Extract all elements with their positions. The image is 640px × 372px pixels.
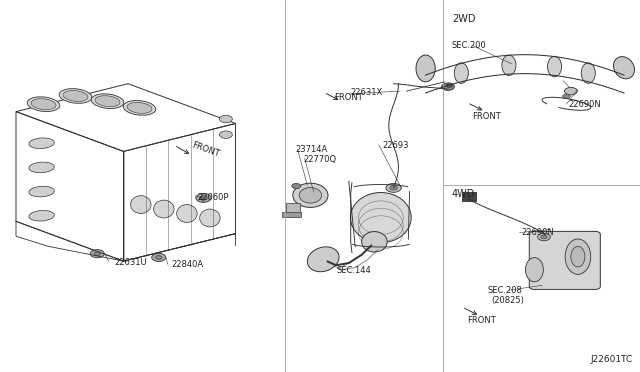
Ellipse shape <box>63 90 88 102</box>
Text: (20825): (20825) <box>492 296 524 305</box>
Text: J22601TC: J22601TC <box>590 355 632 364</box>
Ellipse shape <box>92 94 124 109</box>
Circle shape <box>292 183 301 189</box>
Bar <box>286 203 300 214</box>
Circle shape <box>386 183 401 192</box>
Circle shape <box>220 131 232 138</box>
FancyBboxPatch shape <box>529 231 600 289</box>
Text: FRONT: FRONT <box>334 93 363 102</box>
Ellipse shape <box>454 63 468 83</box>
Circle shape <box>390 186 397 190</box>
Circle shape <box>200 196 207 200</box>
Ellipse shape <box>29 186 54 197</box>
Ellipse shape <box>29 162 54 173</box>
Text: FRONT: FRONT <box>467 316 496 325</box>
Circle shape <box>196 193 211 202</box>
Text: 22690N: 22690N <box>568 100 601 109</box>
Ellipse shape <box>31 99 56 110</box>
Bar <box>282 212 301 217</box>
Circle shape <box>94 252 100 256</box>
Ellipse shape <box>362 231 387 252</box>
Text: SEC.208: SEC.208 <box>488 286 522 295</box>
Ellipse shape <box>292 183 328 207</box>
Ellipse shape <box>154 200 174 218</box>
Text: 22631X: 22631X <box>351 88 383 97</box>
Ellipse shape <box>124 100 156 115</box>
Ellipse shape <box>28 97 60 112</box>
Text: 22693: 22693 <box>383 141 409 150</box>
Ellipse shape <box>502 55 516 76</box>
Ellipse shape <box>581 63 595 83</box>
Ellipse shape <box>127 102 152 113</box>
Ellipse shape <box>565 239 591 275</box>
Text: 22770Q: 22770Q <box>303 155 337 164</box>
Ellipse shape <box>131 196 151 214</box>
Ellipse shape <box>95 96 120 107</box>
Ellipse shape <box>548 57 562 77</box>
Text: 22840A: 22840A <box>172 260 204 269</box>
Circle shape <box>564 87 577 95</box>
Text: 2WD: 2WD <box>452 15 476 24</box>
Circle shape <box>538 233 550 241</box>
Circle shape <box>90 250 104 258</box>
Bar <box>462 192 476 201</box>
Circle shape <box>446 84 452 87</box>
Ellipse shape <box>571 246 585 267</box>
Ellipse shape <box>29 138 54 148</box>
Ellipse shape <box>200 209 220 227</box>
Ellipse shape <box>351 192 411 243</box>
Text: SEC.200: SEC.200 <box>452 41 486 50</box>
Text: 22690N: 22690N <box>522 228 554 237</box>
Ellipse shape <box>60 89 92 103</box>
Text: 23714A: 23714A <box>296 145 328 154</box>
Ellipse shape <box>29 211 54 221</box>
Text: 22631U: 22631U <box>114 258 147 267</box>
Text: FRONT: FRONT <box>191 140 221 159</box>
Circle shape <box>156 256 162 259</box>
Circle shape <box>152 253 166 262</box>
Text: 22060P: 22060P <box>197 193 228 202</box>
Text: 4WD: 4WD <box>452 189 476 199</box>
Ellipse shape <box>177 205 197 222</box>
Ellipse shape <box>416 55 435 82</box>
Text: SEC.144: SEC.144 <box>337 266 371 275</box>
Circle shape <box>220 115 232 123</box>
Ellipse shape <box>300 187 321 203</box>
Text: FRONT: FRONT <box>472 112 501 121</box>
Circle shape <box>563 94 570 99</box>
Circle shape <box>541 235 547 239</box>
Ellipse shape <box>307 247 339 272</box>
Ellipse shape <box>525 257 543 282</box>
Ellipse shape <box>614 57 634 79</box>
Circle shape <box>442 83 454 90</box>
